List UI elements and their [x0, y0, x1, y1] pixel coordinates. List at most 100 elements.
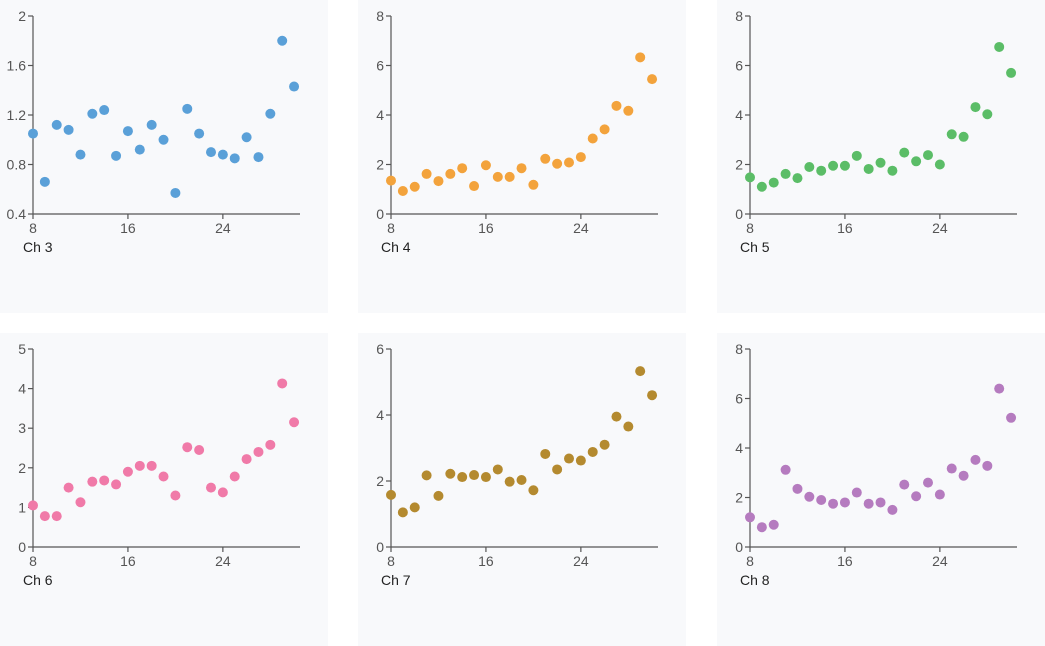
- data-point: [816, 494, 827, 505]
- data-point: [528, 485, 539, 496]
- data-point: [265, 108, 276, 119]
- data-point: [182, 103, 193, 114]
- data-point: [828, 160, 839, 171]
- data-point: [863, 163, 874, 174]
- data-point: [899, 479, 910, 490]
- data-point: [635, 366, 646, 377]
- data-point: [934, 489, 945, 500]
- data-point: [946, 129, 957, 140]
- data-point: [504, 476, 515, 487]
- data-point: [206, 147, 216, 158]
- data-point: [804, 161, 815, 172]
- data-point: [982, 460, 993, 471]
- x-tick-label: 16: [837, 220, 853, 236]
- data-point: [1006, 67, 1017, 78]
- data-point: [39, 511, 50, 522]
- data-point: [635, 52, 646, 63]
- data-point: [611, 411, 622, 422]
- data-point: [217, 149, 228, 160]
- data-point: [111, 150, 122, 161]
- data-point: [469, 470, 480, 481]
- chart-svg: 0 1 2 3 4 5 8 16 24: [18, 341, 300, 569]
- data-point: [756, 522, 767, 533]
- data-point: [241, 454, 252, 465]
- data-point: [51, 511, 62, 522]
- data-point: [911, 156, 922, 167]
- data-point: [923, 477, 933, 488]
- data-point: [421, 470, 432, 481]
- data-point: [241, 132, 252, 143]
- data-point: [599, 439, 610, 450]
- x-tick-label: 16: [120, 553, 136, 569]
- data-point: [170, 490, 181, 501]
- data-point: [923, 150, 933, 161]
- y-tick-label: 6: [376, 58, 384, 74]
- data-point: [409, 502, 420, 513]
- chart-title: Ch 7: [381, 572, 411, 588]
- data-point: [839, 497, 850, 508]
- data-point: [887, 165, 898, 176]
- chart-panel-ch3: 0.4 0.8 1.2 1.6 2 8 16 24 Ch 3: [0, 0, 328, 313]
- data-point: [528, 179, 539, 190]
- y-tick-label: 6: [376, 341, 384, 357]
- y-tick-label: 4: [735, 440, 743, 456]
- data-point: [745, 172, 755, 183]
- data-point: [623, 105, 634, 116]
- data-point: [792, 173, 803, 184]
- chart-title: Ch 5: [740, 239, 770, 255]
- data-point: [863, 498, 874, 509]
- data-point: [217, 487, 228, 498]
- data-point: [146, 119, 157, 130]
- data-point: [99, 105, 110, 116]
- data-point: [265, 439, 276, 450]
- data-point: [229, 471, 240, 482]
- y-tick-label: 4: [376, 407, 384, 423]
- x-tick-label: 24: [573, 553, 589, 569]
- data-point: [386, 175, 396, 186]
- chart-title: Ch 6: [23, 572, 53, 588]
- data-point: [87, 108, 98, 119]
- chart-panel-ch4: 0 2 4 6 8 8 16 24 Ch 4: [358, 0, 686, 313]
- y-tick-label: 2: [735, 490, 743, 506]
- data-point: [492, 171, 503, 182]
- y-tick-label: 0: [735, 539, 743, 555]
- data-point: [469, 181, 480, 192]
- x-tick-label: 8: [29, 220, 37, 236]
- data-point: [1006, 412, 1017, 423]
- data-point: [982, 109, 993, 120]
- data-point: [647, 74, 658, 85]
- data-point: [911, 491, 922, 502]
- data-point: [63, 124, 74, 135]
- data-point: [875, 497, 886, 508]
- data-point: [780, 464, 791, 475]
- data-point: [994, 41, 1005, 52]
- data-point: [277, 378, 288, 389]
- y-tick-label: 0: [376, 539, 384, 555]
- y-tick-label: 0: [735, 206, 743, 222]
- y-tick-label: 1.2: [7, 107, 27, 123]
- data-point: [253, 152, 264, 163]
- data-point: [409, 181, 420, 192]
- data-point: [970, 454, 981, 465]
- x-tick-label: 16: [120, 220, 136, 236]
- data-point: [386, 489, 396, 500]
- data-point: [63, 482, 74, 493]
- data-point: [958, 131, 969, 142]
- y-tick-label: 4: [18, 381, 26, 397]
- x-tick-label: 24: [932, 220, 948, 236]
- data-point: [134, 460, 145, 471]
- data-point: [946, 463, 957, 474]
- data-point: [397, 185, 408, 196]
- data-point: [158, 134, 169, 145]
- data-point: [828, 498, 839, 509]
- y-tick-label: 0.4: [7, 206, 27, 222]
- y-tick-label: 0: [376, 206, 384, 222]
- data-point: [587, 133, 598, 144]
- data-point: [816, 165, 827, 176]
- data-point: [492, 464, 503, 475]
- data-point: [480, 472, 491, 483]
